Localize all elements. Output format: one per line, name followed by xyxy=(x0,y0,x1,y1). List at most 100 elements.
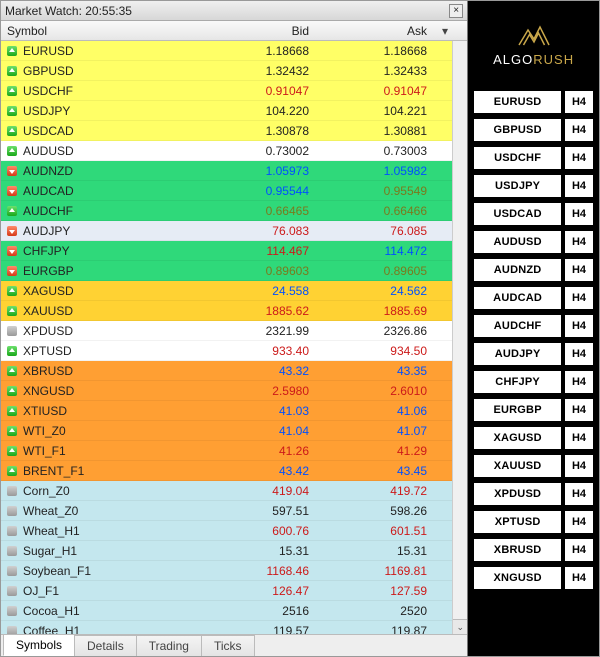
pair-button[interactable]: AUDCAD xyxy=(474,287,561,309)
column-header-symbol[interactable]: Symbol xyxy=(1,24,201,38)
timeframe-button[interactable]: H4 xyxy=(565,399,593,421)
table-row[interactable]: XPDUSD2321.992326.86 xyxy=(1,321,467,341)
pair-button[interactable]: EURUSD xyxy=(474,91,561,113)
timeframe-button[interactable]: H4 xyxy=(565,231,593,253)
table-row[interactable]: AUDCAD0.955440.95549 xyxy=(1,181,467,201)
timeframe-button[interactable]: H4 xyxy=(565,427,593,449)
ask-cell: 43.45 xyxy=(319,464,437,478)
timeframe-button[interactable]: H4 xyxy=(565,511,593,533)
market-watch-titlebar[interactable]: Market Watch: 20:55:35 × xyxy=(1,1,467,21)
timeframe-button[interactable]: H4 xyxy=(565,315,593,337)
pair-button[interactable]: USDJPY xyxy=(474,175,561,197)
scroll-down-icon[interactable]: ⌄ xyxy=(453,619,467,634)
pair-button[interactable]: XAGUSD xyxy=(474,427,561,449)
pair-button[interactable]: XPTUSD xyxy=(474,511,561,533)
table-row[interactable]: Corn_Z0419.04419.72 xyxy=(1,481,467,501)
pair-button[interactable]: GBPUSD xyxy=(474,119,561,141)
bid-cell: 2321.99 xyxy=(201,324,319,338)
timeframe-button[interactable]: H4 xyxy=(565,203,593,225)
table-row[interactable]: Wheat_H1600.76601.51 xyxy=(1,521,467,541)
direction-icon xyxy=(7,306,17,316)
table-row[interactable]: XAUUSD1885.621885.69 xyxy=(1,301,467,321)
bid-cell: 126.47 xyxy=(201,584,319,598)
symbol-cell: AUDUSD xyxy=(23,144,74,158)
symbol-cell: AUDNZD xyxy=(23,164,73,178)
ask-cell: 601.51 xyxy=(319,524,437,538)
table-row[interactable]: USDCAD1.308781.30881 xyxy=(1,121,467,141)
pair-button[interactable]: AUDUSD xyxy=(474,231,561,253)
tab-trading[interactable]: Trading xyxy=(136,635,202,656)
close-icon[interactable]: × xyxy=(449,4,463,18)
tab-ticks[interactable]: Ticks xyxy=(201,635,255,656)
symbol-cell: Coffee_H1 xyxy=(23,624,80,635)
vertical-scrollbar[interactable]: ⌄ xyxy=(452,41,467,634)
pair-row: XPTUSDH4 xyxy=(474,511,593,533)
table-row[interactable]: USDCHF0.910470.91047 xyxy=(1,81,467,101)
table-row[interactable]: XPTUSD933.40934.50 xyxy=(1,341,467,361)
table-row[interactable]: Soybean_F11168.461169.81 xyxy=(1,561,467,581)
table-row[interactable]: AUDCHF0.664650.66466 xyxy=(1,201,467,221)
pair-button[interactable]: XPDUSD xyxy=(474,483,561,505)
pair-button[interactable]: CHFJPY xyxy=(474,371,561,393)
direction-icon xyxy=(7,166,17,176)
timeframe-button[interactable]: H4 xyxy=(565,175,593,197)
column-header-ask[interactable]: Ask xyxy=(319,24,437,38)
pair-row: AUDUSDH4 xyxy=(474,231,593,253)
timeframe-button[interactable]: H4 xyxy=(565,539,593,561)
timeframe-button[interactable]: H4 xyxy=(565,147,593,169)
bid-cell: 41.04 xyxy=(201,424,319,438)
table-row[interactable]: Cocoa_H125162520 xyxy=(1,601,467,621)
direction-icon xyxy=(7,146,17,156)
bid-cell: 0.91047 xyxy=(201,84,319,98)
table-row[interactable]: XTIUSD41.0341.06 xyxy=(1,401,467,421)
timeframe-button[interactable]: H4 xyxy=(565,91,593,113)
column-options-icon[interactable]: ▾ xyxy=(437,24,453,38)
direction-icon xyxy=(7,426,17,436)
table-row[interactable]: Sugar_H115.3115.31 xyxy=(1,541,467,561)
pair-button[interactable]: AUDCHF xyxy=(474,315,561,337)
table-row[interactable]: WTI_Z041.0441.07 xyxy=(1,421,467,441)
direction-icon xyxy=(7,86,17,96)
tab-symbols[interactable]: Symbols xyxy=(3,634,75,656)
table-row[interactable]: XAGUSD24.55824.562 xyxy=(1,281,467,301)
timeframe-button[interactable]: H4 xyxy=(565,371,593,393)
timeframe-button[interactable]: H4 xyxy=(565,119,593,141)
timeframe-button[interactable]: H4 xyxy=(565,287,593,309)
table-row[interactable]: EURGBP0.896030.89605 xyxy=(1,261,467,281)
table-row[interactable]: XBRUSD43.3243.35 xyxy=(1,361,467,381)
table-row[interactable]: Coffee_H1119.57119.87 xyxy=(1,621,467,634)
direction-icon xyxy=(7,346,17,356)
table-row[interactable]: USDJPY104.220104.221 xyxy=(1,101,467,121)
pair-button[interactable]: EURGBP xyxy=(474,399,561,421)
pair-button[interactable]: XAUUSD xyxy=(474,455,561,477)
pair-row: USDJPYH4 xyxy=(474,175,593,197)
table-row[interactable]: AUDJPY76.08376.085 xyxy=(1,221,467,241)
pair-button[interactable]: USDCAD xyxy=(474,203,561,225)
table-row[interactable]: AUDUSD0.730020.73003 xyxy=(1,141,467,161)
timeframe-button[interactable]: H4 xyxy=(565,567,593,589)
column-header-bid[interactable]: Bid xyxy=(201,24,319,38)
pair-button[interactable]: XBRUSD xyxy=(474,539,561,561)
symbol-cell: XPTUSD xyxy=(23,344,72,358)
symbol-cell: XAGUSD xyxy=(23,284,74,298)
pair-button[interactable]: AUDJPY xyxy=(474,343,561,365)
table-row[interactable]: XNGUSD2.59802.6010 xyxy=(1,381,467,401)
timeframe-button[interactable]: H4 xyxy=(565,455,593,477)
timeframe-button[interactable]: H4 xyxy=(565,483,593,505)
timeframe-button[interactable]: H4 xyxy=(565,343,593,365)
column-header-row[interactable]: Symbol Bid Ask ▾ xyxy=(1,21,467,41)
table-row[interactable]: AUDNZD1.059731.05982 xyxy=(1,161,467,181)
pair-button[interactable]: USDCHF xyxy=(474,147,561,169)
table-row[interactable]: GBPUSD1.324321.32433 xyxy=(1,61,467,81)
timeframe-button[interactable]: H4 xyxy=(565,259,593,281)
table-row[interactable]: Wheat_Z0597.51598.26 xyxy=(1,501,467,521)
pair-button[interactable]: AUDNZD xyxy=(474,259,561,281)
table-row[interactable]: EURUSD1.186681.18668 xyxy=(1,41,467,61)
tab-details[interactable]: Details xyxy=(74,635,137,656)
table-row[interactable]: CHFJPY114.467114.472 xyxy=(1,241,467,261)
table-row[interactable]: BRENT_F143.4243.45 xyxy=(1,461,467,481)
table-row[interactable]: OJ_F1126.47127.59 xyxy=(1,581,467,601)
table-row[interactable]: WTI_F141.2641.29 xyxy=(1,441,467,461)
pair-button[interactable]: XNGUSD xyxy=(474,567,561,589)
bid-cell: 597.51 xyxy=(201,504,319,518)
